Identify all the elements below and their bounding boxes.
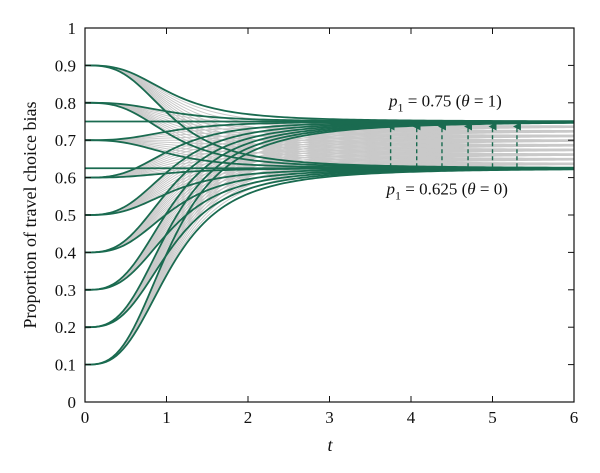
- equilibrium-annotation: p1 = 0.75 (θ = 1): [388, 92, 502, 115]
- ticks-layer: 0 1 2 3 4 5 6 0 0.1 0.2 0.3 0.4 0.5 0.6 0.7 0.8 0.9 1: [55, 19, 579, 427]
- y-tick-label: 0: [68, 393, 77, 412]
- curves-layer: [85, 64, 574, 366]
- x-tick-label: 4: [407, 408, 416, 427]
- x-tick-label: 6: [570, 408, 579, 427]
- y-tick-label: 0.3: [55, 281, 76, 300]
- y-tick-label: 1: [68, 19, 77, 38]
- equilibrium-annotation: p1 = 0.625 (θ = 0): [386, 179, 508, 202]
- y-tick-label: 0.4: [55, 243, 77, 262]
- x-axis-label: t: [327, 435, 333, 455]
- y-tick-label: 0.7: [55, 131, 77, 150]
- y-tick-label: 0.1: [55, 356, 76, 375]
- annotations-layer: p1 = 0.75 (θ = 1) p1 = 0.625 (θ = 0): [386, 92, 508, 203]
- x-tick-label: 3: [325, 408, 334, 427]
- y-tick-label: 0.5: [55, 206, 76, 225]
- y-tick-label: 0.2: [55, 318, 76, 337]
- y-tick-label: 0.8: [55, 94, 76, 113]
- x-tick-label: 1: [162, 408, 171, 427]
- y-tick-label: 0.6: [55, 169, 76, 188]
- x-tick-label: 5: [488, 408, 497, 427]
- y-axis-label: Proportion of travel choice bias: [20, 102, 40, 329]
- x-tick-label: 0: [81, 408, 90, 427]
- series-curve: [85, 64, 574, 169]
- x-tick-label: 2: [244, 408, 253, 427]
- y-tick-label: 0.9: [55, 56, 76, 75]
